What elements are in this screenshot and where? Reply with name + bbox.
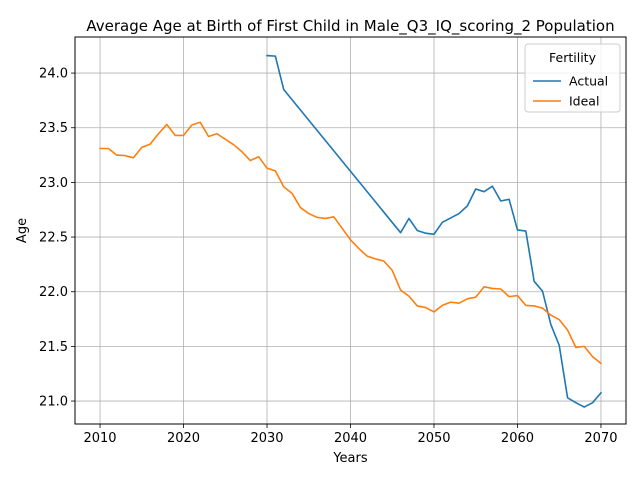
series-line-ideal bbox=[99, 121, 603, 365]
legend-items: Actual Ideal bbox=[533, 74, 608, 109]
y-axis: 21.0 21.5 22.0 22.5 23.0 23.5 24.0 bbox=[39, 67, 75, 410]
legend-box bbox=[524, 43, 621, 113]
x-tick-label: 2050 bbox=[417, 431, 450, 446]
series-layer bbox=[99, 54, 603, 408]
y-tick-label: 22.5 bbox=[39, 231, 68, 246]
legend-title: Fertility bbox=[549, 50, 597, 65]
x-tick-label: 2040 bbox=[334, 431, 367, 446]
chart-title: Average Age at Birth of First Child in M… bbox=[86, 17, 614, 36]
x-tick-label: 2020 bbox=[167, 431, 200, 446]
y-tick-label: 21.0 bbox=[39, 395, 68, 410]
series-line-actual bbox=[266, 54, 603, 408]
y-tick-label: 22.0 bbox=[39, 285, 68, 300]
legend: Fertility Actual Ideal bbox=[524, 43, 621, 113]
x-axis: 2010 2020 2030 2040 2050 2060 2070 bbox=[83, 424, 618, 446]
x-tick-label: 2030 bbox=[250, 431, 283, 446]
legend-label-ideal: Ideal bbox=[569, 94, 599, 109]
x-axis-title: Years bbox=[332, 451, 368, 466]
y-tick-label: 23.0 bbox=[39, 176, 68, 191]
y-tick-label: 21.5 bbox=[39, 340, 68, 355]
y-tick-label: 23.5 bbox=[39, 121, 68, 136]
legend-label-actual: Actual bbox=[569, 74, 608, 89]
y-tick-label: 24.0 bbox=[39, 67, 68, 82]
y-axis-title: Age bbox=[15, 218, 30, 243]
x-tick-label: 2010 bbox=[83, 431, 116, 446]
x-tick-label: 2070 bbox=[584, 431, 617, 446]
x-tick-label: 2060 bbox=[501, 431, 534, 446]
